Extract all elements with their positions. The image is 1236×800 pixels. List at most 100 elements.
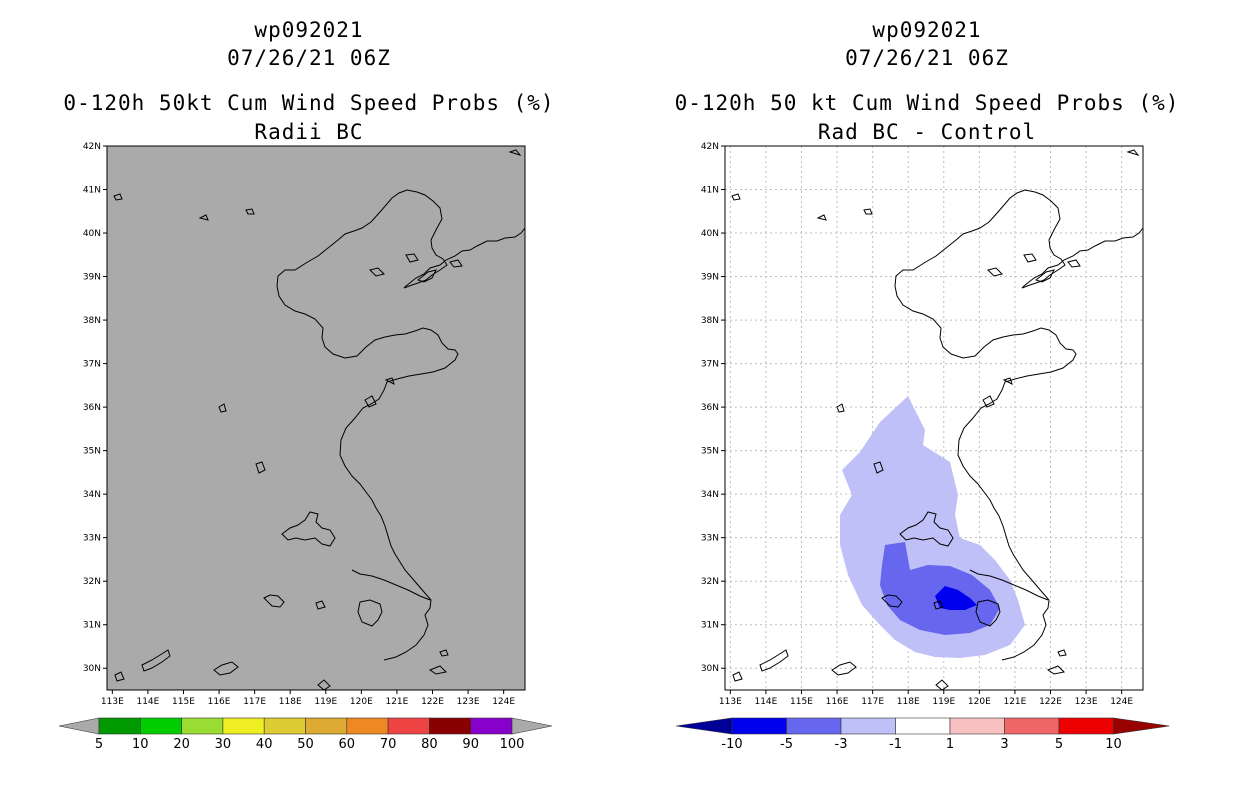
lat-label: 39N — [83, 273, 101, 283]
coastline-segment — [881, 594, 903, 608]
colorbar-label: 40 — [256, 737, 273, 752]
coastline-segment — [1057, 649, 1067, 657]
lat-label: 34N — [83, 490, 101, 500]
coastline-segment — [894, 189, 1144, 661]
coastline-segment — [982, 395, 995, 408]
left-map-panel: wp092021 07/26/21 06Z 0-120h 50kt Cum Wi… — [58, 18, 555, 752]
coastline-segment — [245, 208, 255, 215]
lon-label: 114E — [136, 697, 159, 707]
coastline-segment — [364, 395, 377, 408]
colorbar: 5 10 20 30 40 50 60 70 80 90 100 — [58, 717, 553, 752]
colorbar-swatch — [181, 717, 224, 735]
coastline-segment — [357, 599, 383, 627]
colorbar-label: 20 — [173, 737, 190, 752]
difference-map: 42N 41N 40N 39N 38N 37N 36N 35N 34N 33N 32N 31N 30N 1… — [675, 142, 1170, 752]
lon-label: 121E — [1003, 697, 1026, 707]
probability-map: 42N 41N 40N 39N 38N 37N 36N 35N 34N 33N 32N 31N 30N 1… — [58, 142, 553, 752]
coastline-segment — [198, 214, 209, 221]
coastline-segment — [975, 599, 1001, 627]
lat-label: 40N — [83, 229, 101, 239]
coastline-segment — [114, 671, 125, 682]
colorbar-label: 5 — [1055, 737, 1063, 752]
colorbar: -10 -5 -3 -1 1 3 5 10 — [675, 717, 1170, 752]
lon-label: 115E — [172, 697, 195, 707]
lon-label: 115E — [790, 697, 813, 707]
coastline — [731, 149, 1144, 691]
coastline-segment — [1046, 665, 1066, 675]
lat-label: 33N — [701, 534, 719, 544]
lon-label: 124E — [1110, 697, 1133, 707]
lat-label: 35N — [83, 447, 101, 457]
lat-label: 42N — [83, 142, 101, 152]
lon-label: 116E — [826, 697, 849, 707]
lon-label: 114E — [754, 697, 777, 707]
lon-label: 118E — [279, 697, 302, 707]
lat-label: 31N — [83, 621, 101, 631]
coastline-segment — [141, 649, 171, 672]
coastline-segment — [1034, 269, 1055, 283]
lat-label: 38N — [701, 316, 719, 326]
colorbar-label: 10 — [132, 737, 149, 752]
lat-label: 36N — [83, 403, 101, 413]
lat-label: 33N — [83, 534, 101, 544]
coastline-segment — [759, 649, 789, 672]
lat-label: 34N — [701, 490, 719, 500]
colorbar-swatch — [1058, 717, 1114, 735]
lon-label: 124E — [492, 697, 515, 707]
colorbar-high-end — [1113, 717, 1170, 735]
lat-label: 30N — [83, 664, 101, 674]
coastline-segment — [449, 259, 463, 268]
colorbar-label: 90 — [462, 737, 479, 752]
colorbar-swatch — [731, 717, 787, 735]
colorbar-swatch — [470, 717, 513, 735]
coastline-segment — [369, 267, 385, 277]
lon-label: 121E — [385, 697, 408, 707]
colorbar-swatch — [387, 717, 430, 735]
lat-label: 30N — [701, 664, 719, 674]
product-subtitle: Rad BC - Control — [817, 120, 1037, 144]
lat-label: 32N — [701, 577, 719, 587]
colorbar-swatch — [222, 717, 265, 735]
right-map-panel: wp092021 07/26/21 06Z 0-120h 50 kt Cum W… — [618, 0, 1236, 800]
coastline-segment — [935, 679, 949, 691]
lon-label: 119E — [932, 697, 955, 707]
colorbar-label: 10 — [1105, 737, 1122, 752]
colorbar-label: 5 — [95, 737, 103, 752]
colorbar-label: 3 — [1000, 737, 1008, 752]
coastline-segment — [384, 377, 395, 385]
coastline-segment — [428, 665, 448, 675]
lon-label: 117E — [861, 697, 884, 707]
coastline-segment — [873, 461, 884, 474]
coastline-segment — [831, 661, 857, 676]
coastline-segment — [1067, 259, 1081, 268]
coastline-segment — [731, 193, 741, 201]
product-title: 0-120h 50kt Cum Wind Speed Probs (%) — [63, 91, 555, 115]
colorbar-low-end — [58, 717, 100, 735]
coastline-segment — [263, 594, 285, 608]
colorbar-swatch — [346, 717, 389, 735]
shade-minus-5-to-minus-10 — [935, 586, 977, 610]
colorbar-swatch — [98, 717, 141, 735]
lat-label: 37N — [83, 360, 101, 370]
colorbar-label: 50 — [297, 737, 314, 752]
map-border — [106, 145, 526, 691]
colorbar-label: 100 — [500, 737, 525, 752]
coastline-segment — [439, 649, 449, 657]
coastline-segment — [213, 661, 239, 676]
lon-label: 113E — [101, 697, 124, 707]
lat-label: 32N — [83, 577, 101, 587]
coastline-segment — [987, 267, 1003, 277]
lon-label: 123E — [457, 697, 480, 707]
lon-label: 122E — [421, 697, 444, 707]
colorbar-label: 1 — [946, 737, 954, 752]
map-frame: 42N 41N 40N 39N 38N 37N 36N 35N 34N 33N 32N 31N 30N 1… — [701, 142, 1144, 707]
colorbar-label: -1 — [889, 737, 902, 752]
lat-label: 41N — [83, 186, 101, 196]
colorbar-label: -5 — [780, 737, 793, 752]
colorbar-low-end — [675, 717, 733, 735]
colorbar-swatch — [263, 717, 306, 735]
colorbar-label: -10 — [721, 737, 742, 752]
lat-label: 38N — [83, 316, 101, 326]
colorbar-swatch — [840, 717, 896, 735]
product-subtitle: Radii BC — [254, 120, 364, 144]
